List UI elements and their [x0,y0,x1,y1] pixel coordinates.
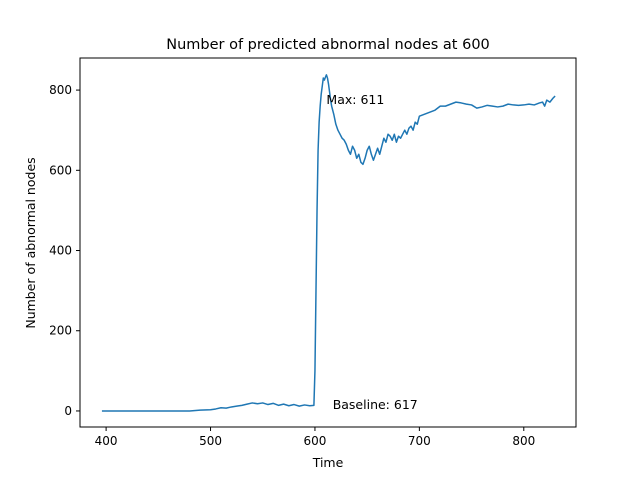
axes-frame [79,57,577,428]
y-tick-label: 800 [49,83,72,97]
series-line-0 [101,74,556,412]
x-axis: 400 500 600 700 800 [95,427,535,448]
annotations: Max: 611 Baseline: 617 [326,92,417,412]
y-tick-label: 400 [49,244,72,258]
x-axis-label: Time [312,455,344,470]
annotation: Baseline: 617 [333,397,418,412]
y-tick-label: 600 [49,163,72,177]
y-axis-label: Number of abnormal nodes [23,157,38,328]
y-tick-label: 200 [49,324,72,338]
chart-title: Number of predicted abnormal nodes at 60… [166,37,490,53]
x-tick-label: 600 [303,434,326,448]
annotation: Max: 611 [326,92,384,107]
x-tick-label: 800 [512,434,535,448]
x-tick-label: 700 [408,434,431,448]
plot-area [101,74,556,412]
x-tick-label: 400 [95,434,118,448]
x-tick-label: 500 [199,434,222,448]
y-axis: 0 200 400 600 800 [49,83,80,418]
y-tick-label: 0 [64,404,72,418]
